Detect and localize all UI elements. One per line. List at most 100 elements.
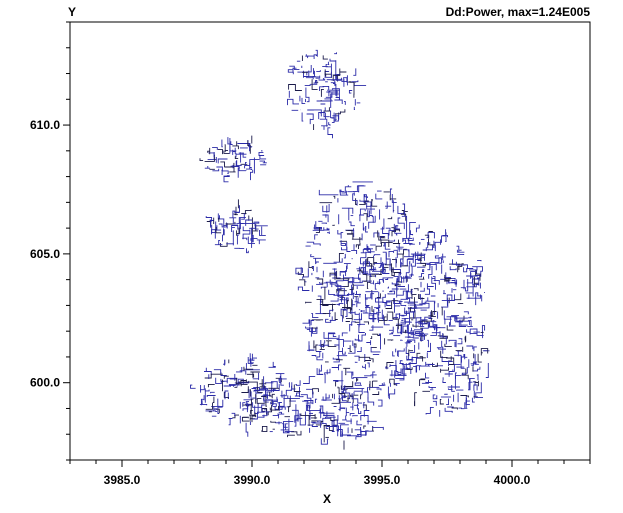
network-segment — [378, 313, 388, 321]
network-segment — [231, 225, 239, 232]
network-segment — [390, 365, 399, 375]
network-segment — [334, 312, 338, 320]
network-segment — [455, 374, 461, 379]
network-segment — [223, 228, 225, 236]
network-segment — [333, 195, 336, 199]
network-segment — [469, 267, 478, 271]
network-segment — [401, 368, 409, 375]
network-segment — [422, 254, 425, 261]
network-segment — [322, 214, 329, 223]
network-segment — [405, 284, 409, 292]
network-segment — [432, 320, 437, 330]
network-segment — [259, 226, 266, 236]
network-segment — [485, 363, 489, 378]
network-segment — [415, 321, 422, 327]
network-segment — [402, 329, 407, 334]
network-segment — [403, 249, 410, 257]
network-segment — [349, 324, 353, 332]
network-segment — [415, 317, 422, 328]
network-segment — [349, 413, 355, 416]
network-segment — [425, 372, 430, 379]
network-segment — [415, 332, 424, 334]
network-segment — [375, 297, 384, 303]
network-segment — [365, 307, 378, 315]
network-segment — [228, 384, 238, 387]
network-segment — [385, 301, 393, 309]
network-segment — [426, 232, 435, 239]
network-segment — [389, 364, 391, 367]
network-segment — [419, 276, 425, 280]
network-segment — [388, 388, 396, 400]
network-segment — [358, 382, 361, 385]
network-segment — [249, 415, 256, 421]
network-segment — [342, 309, 348, 318]
network-segment — [324, 69, 327, 77]
network-segment — [199, 403, 208, 406]
network-segment — [476, 382, 482, 394]
network-segment — [232, 141, 239, 150]
network-segment — [461, 367, 468, 376]
network-segment — [304, 400, 314, 405]
network-segment — [267, 405, 273, 416]
network-segment — [252, 402, 262, 408]
network-segment — [420, 257, 426, 267]
network-segment — [435, 395, 438, 400]
network-segment — [394, 371, 407, 377]
network-segment — [305, 87, 310, 103]
network-segment — [322, 352, 324, 359]
network-segment — [407, 237, 414, 242]
network-segment — [314, 234, 318, 240]
x-tick-label: 3990.0 — [234, 473, 271, 487]
network-segment — [297, 286, 310, 291]
network-segment — [433, 279, 440, 285]
network-segment — [211, 229, 216, 239]
network-segment — [242, 408, 248, 411]
network-segment — [250, 169, 254, 181]
network-segment — [363, 425, 367, 429]
network-segment — [381, 383, 386, 386]
network-segment — [396, 323, 402, 335]
network-segment — [325, 318, 332, 323]
network-segment — [360, 415, 369, 425]
network-segment — [375, 242, 393, 251]
network-segment — [353, 106, 355, 110]
network-segment — [353, 68, 357, 76]
network-segment — [295, 417, 303, 421]
network-segment — [346, 371, 354, 379]
network-segment — [383, 242, 385, 247]
network-segment — [270, 401, 277, 407]
network-segment — [287, 98, 299, 106]
network-segment — [469, 378, 475, 383]
network-segment — [229, 384, 236, 387]
network-segment — [374, 274, 377, 278]
network-segment — [245, 219, 253, 226]
network-segment — [456, 389, 464, 391]
network-segment — [428, 266, 433, 279]
network-segment — [460, 356, 462, 363]
network-segment — [226, 377, 238, 384]
network-segment — [432, 400, 437, 406]
plot-frame — [69, 21, 591, 461]
network-segment — [409, 266, 414, 276]
network-segment — [346, 314, 353, 321]
network-segment — [249, 225, 259, 230]
network-segment — [261, 389, 267, 397]
network-segment — [476, 374, 479, 381]
network-segment — [387, 290, 396, 295]
y-tick-label: 605.0 — [30, 247, 60, 261]
network-segment — [372, 426, 384, 430]
network-segment — [470, 272, 474, 284]
network-segment — [322, 417, 331, 424]
network-segment — [322, 423, 329, 429]
network-segment — [302, 71, 308, 74]
network-segment — [458, 319, 467, 327]
network-segment — [225, 221, 236, 225]
network-segment — [334, 271, 337, 277]
network-segment — [212, 396, 215, 403]
network-segment — [355, 430, 362, 440]
network-segment — [362, 261, 371, 267]
network-segment — [387, 216, 393, 220]
network-segment — [263, 387, 277, 391]
network-segment — [371, 199, 378, 207]
network-segment — [481, 325, 486, 332]
